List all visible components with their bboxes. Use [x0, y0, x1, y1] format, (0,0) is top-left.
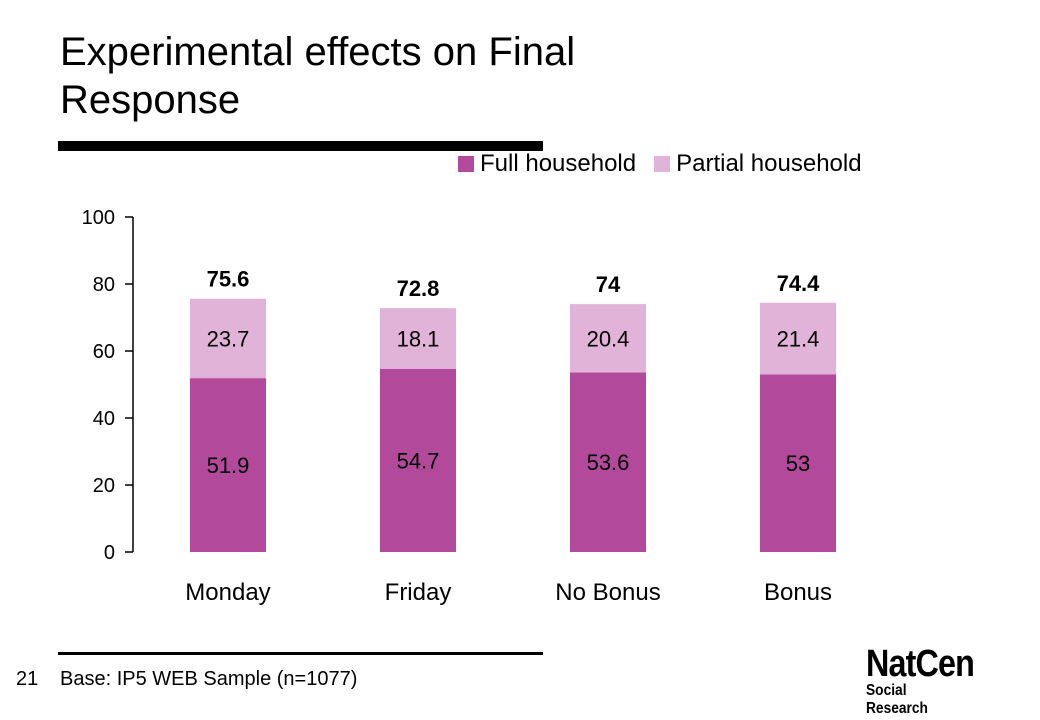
total-label: 74.4	[777, 271, 821, 296]
legend-swatch-partial	[654, 156, 671, 172]
y-tick-label: 80	[93, 274, 115, 296]
legend-item-full: Full household	[458, 150, 636, 178]
legend-item-partial: Partial household	[654, 150, 862, 178]
y-tick-label: 100	[82, 207, 115, 229]
y-tick-label: 0	[104, 542, 115, 564]
page-number: 21	[16, 668, 39, 690]
x-category-label: Monday	[185, 579, 270, 606]
bar-partial-household	[380, 308, 456, 369]
bar-partial-household	[190, 298, 266, 379]
logo-main-text: NatCen	[866, 643, 975, 685]
x-category-label: Bonus	[764, 579, 832, 606]
bar-full-household	[190, 378, 266, 552]
data-label-full: 53.6	[587, 450, 630, 475]
bar-full-household	[760, 374, 836, 552]
y-tick-label: 40	[93, 408, 115, 430]
slide-title: Experimental effects on Final Response	[60, 30, 576, 122]
y-tick-label: 60	[93, 341, 115, 363]
data-label-full: 53	[786, 451, 810, 476]
total-label: 75.6	[207, 267, 250, 292]
footer-rule	[58, 652, 543, 655]
data-label-partial: 20.4	[587, 326, 630, 351]
total-label: 72.8	[397, 276, 440, 301]
data-label-full: 51.9	[207, 453, 250, 478]
title-underline	[58, 141, 543, 151]
base-note: Base: IP5 WEB Sample (n=1077)	[60, 668, 358, 690]
data-label-partial: 23.7	[207, 326, 250, 351]
legend-label-partial: Partial household	[676, 150, 862, 177]
data-label-partial: 18.1	[397, 326, 440, 351]
bar-partial-household	[570, 304, 646, 373]
legend-label-full: Full household	[480, 150, 637, 177]
natcen-logo: NatCen Social Research	[866, 643, 986, 718]
chart-legend: Full household Partial household	[458, 150, 880, 178]
data-label-full: 54.7	[397, 448, 440, 473]
bar-full-household	[380, 368, 456, 552]
logo-sub-text: Social Research	[866, 682, 928, 717]
total-label: 74	[596, 272, 621, 297]
legend-swatch-full	[458, 156, 474, 172]
bar-partial-household	[760, 302, 836, 375]
data-label-partial: 21.4	[777, 327, 820, 352]
bar-full-household	[570, 372, 646, 552]
y-tick-label: 20	[93, 475, 115, 497]
x-category-label: No Bonus	[555, 579, 660, 606]
x-category-label: Friday	[385, 579, 452, 606]
